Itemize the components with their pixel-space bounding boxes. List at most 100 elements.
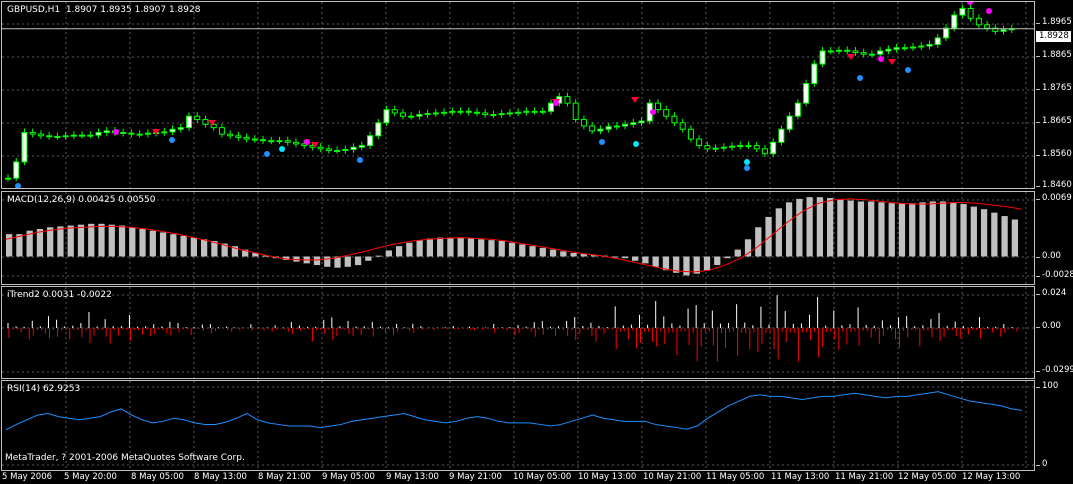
macd-bar [118,225,126,257]
sell-arrow-icon [311,142,319,148]
candle-body [498,113,505,116]
rsi-canvas[interactable] [2,381,1034,470]
candle-body [54,135,61,138]
candle-body [62,135,69,138]
macd-bar [960,204,967,257]
candle-body [144,132,151,135]
macd-bar [909,203,916,257]
macd-bar [159,232,167,257]
time-axis[interactable]: 5 May 2006 5 May 20:00 8 May 05:00 8 May… [0,472,1040,484]
signal-dot-icon [304,139,310,145]
rsi-panel[interactable]: RSI(14) 62.9253 [1,380,1035,471]
candle-body [844,49,851,52]
macd-bar [1011,219,1018,257]
candle-body [292,141,299,145]
macd-bar [365,256,372,261]
candle-body [967,8,974,19]
macd-bar [262,255,269,257]
signal-dot-icon [599,139,605,145]
candle-body [679,122,686,130]
candle-body [959,8,966,16]
macd-bar [283,256,290,260]
macd-bar [847,200,854,257]
candle-body [720,146,727,149]
time-label: 8 May 13:00 [194,472,247,482]
itrend-canvas[interactable] [2,287,1034,378]
candle-body [342,148,349,151]
candle-body [539,110,546,113]
current-price-label: 1.8928 [1036,31,1071,42]
candle-body [654,102,661,111]
candle-body [671,115,678,124]
candle-body [202,118,209,125]
candle-body [161,131,168,134]
candle-body [21,132,28,163]
candle-body [877,50,884,55]
candle-body [383,109,390,124]
price-axis[interactable]: 1.8965 1.8865 1.8765 1.8665 1.8560 1.846… [1036,0,1073,470]
candle-body [934,37,941,45]
itrend-tick: 0.00 [1042,321,1061,331]
candle-body [827,50,834,53]
candle-body [860,52,867,55]
candle-body [745,145,752,148]
candle-body [523,110,530,113]
macd-bar [200,239,208,257]
candle-body [13,161,20,179]
macd-bar [878,202,885,257]
macd-bar [580,253,587,257]
rsi-tick: 100 [1042,381,1059,391]
macd-bar [334,256,341,268]
signal-dot-icon [857,75,863,81]
macd-bar [827,198,834,257]
macd-panel[interactable]: MACD(12,26,9) 0.00425 0.00550 [1,191,1035,285]
macd-bar [765,216,772,257]
macd-bar [77,224,85,257]
macd-bar [36,228,44,257]
price-chart-panel[interactable]: GBPUSD,H1 1.8907 1.8935 1.8907 1.8928 [1,1,1035,189]
candle-body [548,102,555,112]
candle-body [235,135,242,138]
macd-bar [467,238,475,257]
candle-body [391,109,398,114]
candle-body [95,132,102,136]
candle-body [449,110,456,113]
macd-bar [508,242,516,257]
macd-bar [344,256,351,267]
time-label: 11 May 21:00 [835,472,894,482]
macd-bar [703,256,711,271]
copyright-text: MetaTrader, ? 2001-2006 MetaQuotes Softw… [5,453,245,463]
candle-body [79,134,86,137]
macd-bar [47,227,54,257]
time-label: 8 May 21:00 [258,472,311,482]
macd-bar [26,230,33,257]
candle-body [194,115,201,120]
macd-bar [242,249,249,257]
rsi-tick: 0 [1042,459,1048,469]
candle-body [46,135,53,138]
candle-body [284,140,291,143]
macd-bar [868,201,875,257]
macd-bar [785,202,793,257]
price-chart-canvas[interactable] [2,2,1034,188]
macd-bar [888,203,895,257]
itrend-panel[interactable]: iTrend2 0.0031 -0.0022 [1,286,1035,379]
macd-bar [478,239,485,257]
candle-body [696,138,703,147]
signal-dot-icon [113,129,119,135]
time-label: 10 May 21:00 [643,472,702,482]
price-tick: 1.8965 [1042,17,1072,27]
macd-bar [816,197,824,257]
macd-canvas[interactable] [2,192,1034,284]
candle-body [29,132,36,135]
candle-body [852,50,859,54]
candle-body [835,49,842,52]
candle-body [605,126,612,130]
macd-bar [488,240,495,257]
candle-body [729,145,736,148]
macd-bar [549,249,557,257]
candle-body [753,145,760,150]
candle-body [408,115,415,118]
candle-body [482,112,489,116]
candle-body [416,114,423,117]
